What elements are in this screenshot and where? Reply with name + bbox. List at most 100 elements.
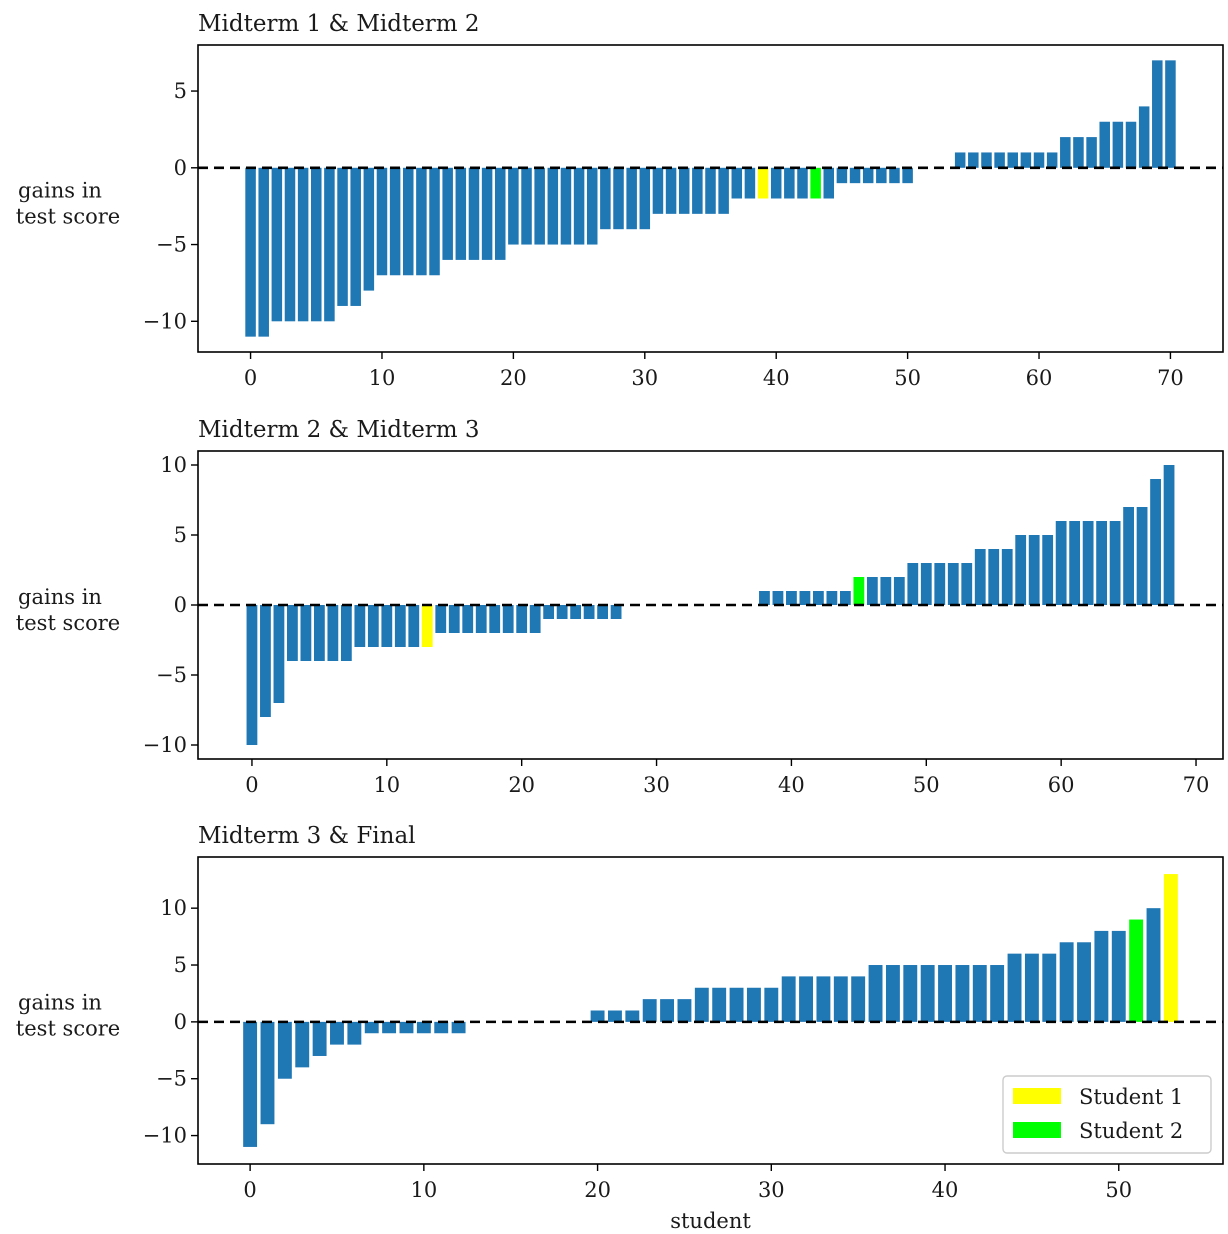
bar [1015, 535, 1027, 605]
x-tick-label: 0 [245, 773, 258, 797]
bar [597, 605, 608, 619]
bar [1138, 106, 1150, 168]
bar [849, 167, 861, 184]
bar [823, 167, 835, 199]
bar [920, 965, 935, 1022]
legend-swatch-2 [1013, 1122, 1061, 1138]
bar [260, 605, 271, 717]
bar [502, 605, 514, 633]
y-tick-label: −10 [143, 733, 187, 757]
bar [434, 1021, 449, 1034]
bar [836, 167, 848, 184]
bar [731, 167, 743, 199]
bar [826, 591, 838, 605]
bar [880, 577, 892, 605]
bar [1007, 152, 1018, 168]
bar [893, 577, 905, 605]
x-tick-label: 10 [410, 1178, 437, 1202]
y-tick-label: 10 [160, 896, 187, 920]
bar [994, 152, 1005, 168]
bar [744, 167, 756, 199]
bar [451, 1021, 466, 1034]
bar [1094, 930, 1109, 1022]
bar [246, 605, 258, 745]
bar [297, 167, 309, 322]
bar [271, 167, 283, 322]
y-axis-label-line: gains in [18, 585, 102, 609]
bar [784, 167, 795, 199]
y-axis-label: gains in test score [16, 179, 120, 229]
bar [990, 965, 1005, 1022]
x-tick-label: 70 [1183, 773, 1210, 797]
bar [382, 1021, 397, 1034]
x-tick-label: 0 [244, 366, 257, 390]
bar [934, 563, 946, 605]
bar [677, 999, 692, 1022]
y-tick-label: 10 [160, 453, 187, 477]
bar [389, 167, 401, 276]
y-tick-label: 5 [174, 523, 187, 547]
bar [273, 605, 285, 703]
bar [1077, 942, 1091, 1022]
bar [642, 999, 657, 1022]
bar [462, 605, 474, 633]
bar [455, 167, 467, 260]
y-tick-label: −10 [143, 309, 187, 333]
bar [781, 976, 796, 1022]
y-axis-label: gains in test score [16, 585, 120, 635]
bar [947, 563, 959, 605]
bar [988, 549, 1000, 605]
x-tick-label: 50 [1105, 1178, 1132, 1202]
bar [324, 167, 335, 322]
bar [376, 167, 388, 276]
bar [534, 167, 545, 245]
bar [381, 605, 393, 647]
bar [1112, 121, 1124, 168]
bar [610, 605, 622, 619]
bar [435, 605, 447, 633]
x-tick-label: 40 [932, 1178, 959, 1202]
bar [475, 605, 487, 633]
x-tick-label: 60 [1026, 366, 1053, 390]
bar [608, 1010, 622, 1022]
bar [1136, 507, 1148, 605]
subplot-3: Midterm 3 & Final gains in test score 0 10 20… [16, 823, 1224, 1233]
bar [1042, 953, 1057, 1022]
bar [1001, 549, 1013, 605]
bar [1152, 60, 1163, 168]
bar [586, 167, 598, 245]
bar [600, 167, 611, 230]
bar [1123, 507, 1134, 605]
bar [311, 167, 322, 322]
x-tick-label: 20 [500, 366, 527, 390]
bar [639, 167, 651, 230]
bar [547, 167, 559, 245]
bar [938, 965, 952, 1022]
bar [573, 167, 585, 245]
x-tick-label: 40 [778, 773, 805, 797]
bar [705, 167, 716, 214]
y-tick-label: −10 [143, 1124, 187, 1148]
bar-student-2 [810, 167, 821, 199]
x-tick-label: 70 [1157, 366, 1184, 390]
bar [1059, 942, 1074, 1022]
bar [1055, 521, 1067, 605]
bar [403, 167, 414, 276]
bar [364, 1021, 379, 1034]
bar [1028, 535, 1040, 605]
bar [350, 167, 361, 306]
bar [876, 167, 887, 184]
x-tick-label: 30 [643, 773, 670, 797]
bar [489, 605, 501, 633]
bar [494, 167, 506, 260]
legend-swatch-1 [1013, 1088, 1061, 1104]
axes-frame [197, 44, 1224, 353]
bar [974, 549, 986, 605]
bar [1042, 535, 1054, 605]
x-tick-label: 60 [1048, 773, 1075, 797]
y-axis-label-line: gains in [18, 179, 102, 203]
bar [1020, 152, 1032, 168]
y-tick-label: −5 [156, 1067, 187, 1091]
bar [678, 167, 690, 214]
bar [851, 976, 866, 1022]
